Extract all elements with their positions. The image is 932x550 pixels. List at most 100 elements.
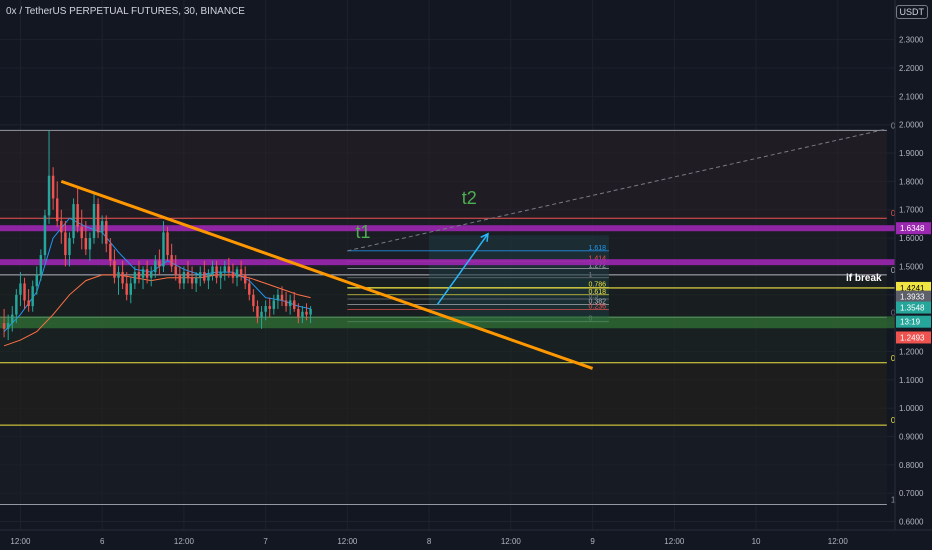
price-label-bg bbox=[896, 301, 931, 314]
candle-body bbox=[248, 283, 251, 295]
annotation-t1: t1 bbox=[356, 222, 371, 242]
candle-body bbox=[178, 274, 182, 284]
time-tick-label: 6 bbox=[100, 537, 105, 546]
arrow-line bbox=[436, 233, 489, 306]
candle-body bbox=[268, 306, 271, 309]
candle-body bbox=[80, 226, 83, 239]
fib-zone bbox=[0, 362, 887, 426]
time-tick-label: 12:00 bbox=[501, 537, 522, 546]
price-tick-label: 2.0000 bbox=[899, 121, 924, 130]
candle-body bbox=[43, 215, 47, 256]
candle-body bbox=[2, 323, 6, 329]
extension-label: 0.236 bbox=[588, 303, 606, 310]
time-tick-label: 12:00 bbox=[174, 537, 195, 546]
candle-body bbox=[64, 232, 67, 256]
candle-body bbox=[27, 300, 30, 307]
candle-body bbox=[227, 266, 231, 273]
candle-body bbox=[219, 272, 222, 278]
candle-body bbox=[272, 300, 276, 309]
currency-selector[interactable]: USDT bbox=[895, 5, 928, 19]
candle-body bbox=[288, 300, 292, 307]
candle-body bbox=[23, 283, 26, 301]
candle-body bbox=[174, 266, 177, 275]
candle-body bbox=[166, 232, 169, 256]
candle-body bbox=[133, 272, 137, 284]
price-label-text: 1.2493 bbox=[900, 333, 925, 342]
candle-body bbox=[92, 204, 96, 239]
extension-label: 0.382 bbox=[588, 298, 606, 305]
price-label-text: 1.4241 bbox=[900, 284, 925, 293]
candle-body bbox=[96, 204, 100, 233]
fib-level-label: 0 bbox=[891, 121, 896, 130]
candle-body bbox=[284, 300, 288, 307]
candle-body bbox=[256, 306, 259, 318]
extension-label: 1.618 bbox=[588, 245, 606, 252]
candle-body bbox=[19, 283, 22, 295]
time-axis-panel bbox=[0, 530, 932, 550]
candle-body bbox=[264, 306, 267, 312]
candle-body bbox=[51, 175, 55, 199]
extension-label: 1 bbox=[588, 272, 592, 279]
extension-box bbox=[429, 235, 609, 322]
band-green-support bbox=[0, 316, 895, 329]
price-tick-label: 0.9000 bbox=[899, 432, 924, 441]
candle-body bbox=[15, 294, 18, 315]
candle-body bbox=[170, 255, 173, 267]
price-label-bg bbox=[896, 290, 931, 303]
break-label: if break bbox=[846, 273, 882, 284]
candle-body bbox=[105, 221, 108, 244]
price-label-bg bbox=[896, 331, 931, 344]
candle-body bbox=[39, 255, 43, 275]
price-tick-label: 0.7000 bbox=[899, 489, 924, 498]
indicator-orange-line bbox=[3, 274, 311, 347]
candle-body bbox=[47, 175, 51, 216]
fib-zone bbox=[0, 425, 887, 505]
candle-body bbox=[297, 308, 300, 318]
arrow-head bbox=[480, 232, 489, 242]
candle-body bbox=[129, 283, 133, 295]
candle-body bbox=[100, 221, 104, 233]
price-tick-label: 1.9000 bbox=[899, 149, 924, 158]
candle-body bbox=[194, 277, 198, 284]
candle-body bbox=[276, 294, 280, 301]
time-tick-label: 12:00 bbox=[664, 537, 685, 546]
band-purple-lower bbox=[0, 259, 895, 266]
annotation-t2: t2 bbox=[462, 188, 477, 208]
fib-level-label: 1 bbox=[891, 495, 896, 504]
price-tick-label: 0.8000 bbox=[899, 461, 924, 470]
candle-body bbox=[55, 198, 59, 222]
time-tick-label: 10 bbox=[752, 537, 761, 546]
candle-body bbox=[207, 274, 210, 281]
candle-body bbox=[182, 272, 186, 284]
candle-body bbox=[305, 311, 308, 315]
band-purple-upper bbox=[0, 225, 895, 232]
time-tick-label: 12:00 bbox=[828, 537, 849, 546]
extension-label: 1.414 bbox=[588, 255, 606, 262]
price-tick-label: 0.6000 bbox=[899, 517, 924, 526]
price-tick-label: 2.3000 bbox=[899, 36, 924, 45]
candle-body bbox=[280, 294, 284, 301]
candle-body bbox=[231, 272, 235, 278]
candle-body bbox=[301, 311, 304, 318]
candle-body bbox=[260, 311, 263, 318]
candle-body bbox=[190, 277, 194, 284]
candle-body bbox=[72, 204, 75, 239]
candle-body bbox=[199, 272, 202, 278]
price-label-bg bbox=[896, 315, 931, 328]
candle-body bbox=[88, 238, 92, 250]
trendline bbox=[60, 179, 594, 370]
candle-body bbox=[186, 272, 190, 278]
price-tick-label: 2.1000 bbox=[899, 92, 924, 101]
price-tick-label: 1.5000 bbox=[899, 262, 924, 271]
price-tick-label: 1.2000 bbox=[899, 347, 924, 356]
candle-body bbox=[31, 286, 34, 307]
time-tick-label: 12:00 bbox=[10, 537, 31, 546]
time-tick-label: 12:00 bbox=[337, 537, 358, 546]
fib-zone bbox=[0, 130, 887, 219]
price-tick-label: 1.6000 bbox=[899, 234, 924, 243]
candle-body bbox=[211, 266, 214, 275]
candle-body bbox=[137, 272, 141, 278]
price-tick-label: 2.2000 bbox=[899, 64, 924, 73]
candle-body bbox=[203, 272, 206, 281]
